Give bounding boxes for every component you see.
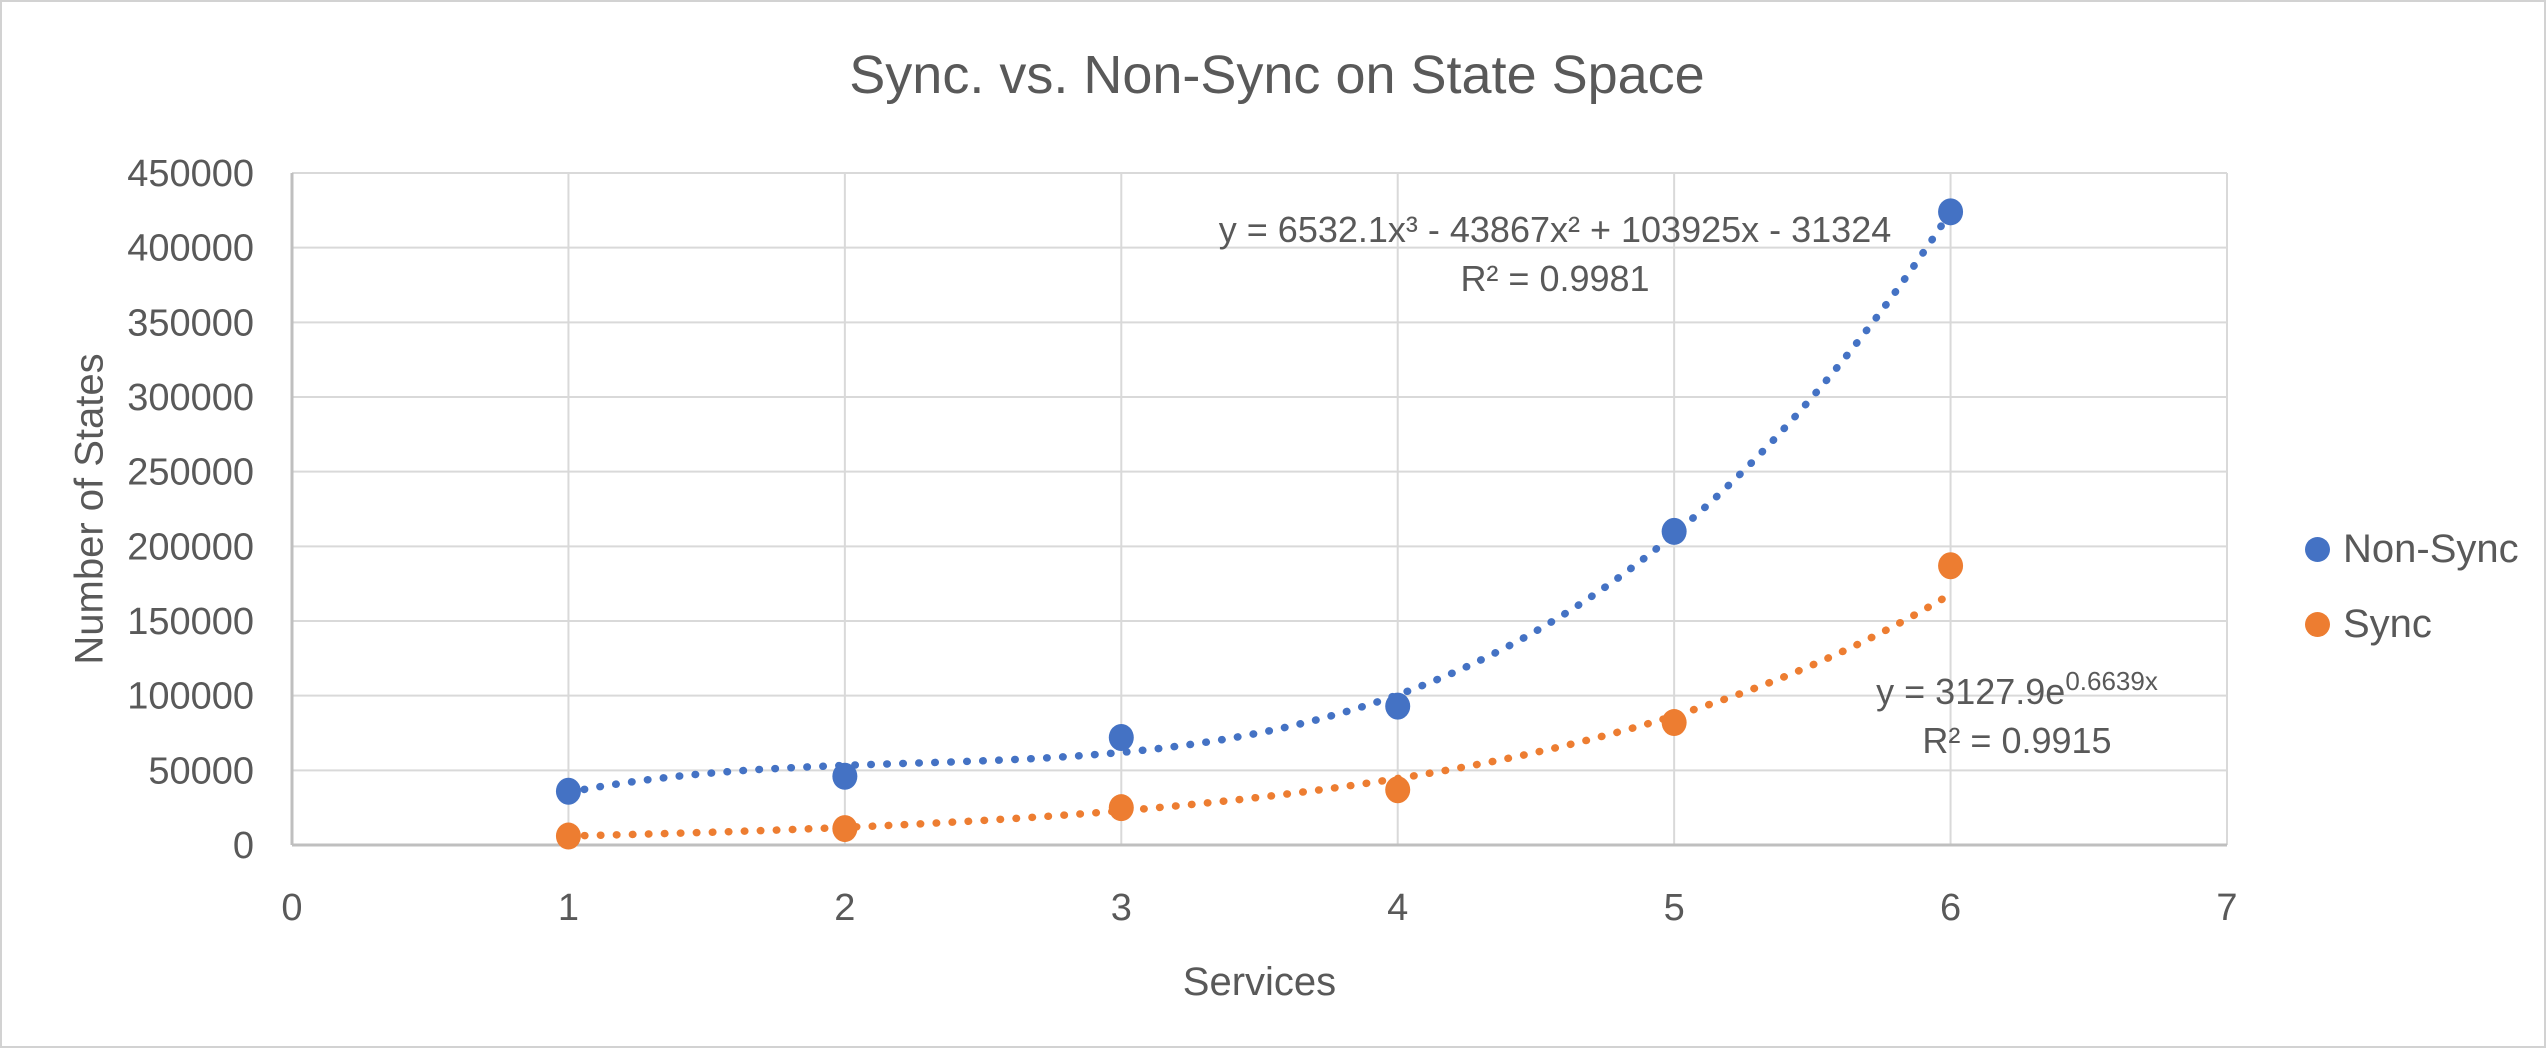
y-tick-label: 350000 (127, 302, 254, 344)
data-point-sync (1108, 794, 1134, 822)
equation-exponent: 0.6639x (2065, 666, 2158, 696)
x-tick-label: 4 (1387, 887, 1408, 929)
y-tick-label: 450000 (127, 153, 254, 195)
r-squared-line: R² = 0.9981 (1460, 258, 1650, 299)
equation-line: y = 3127.9e0.6639x (1876, 667, 2158, 716)
x-tick-label: 5 (1664, 887, 1685, 929)
data-point-non-sync (1385, 692, 1411, 720)
y-tick-label: 100000 (127, 676, 254, 718)
data-point-sync (1385, 776, 1411, 804)
y-axis-title: Number of States (67, 353, 112, 665)
legend-label-nonsync: Non-Sync (2343, 526, 2519, 571)
x-tick-label: 2 (834, 887, 855, 929)
x-tick-label: 1 (558, 887, 579, 929)
data-point-sync (1661, 709, 1687, 737)
legend-item-nonsync: Non-Sync (2305, 526, 2519, 571)
legend-marker-nonsync-icon (2305, 536, 2330, 562)
trendline-equation-sync: y = 3127.9e0.6639x R² = 0.9915 (1876, 667, 2158, 765)
x-tick-label: 3 (1111, 887, 1132, 929)
equation-base: y = 3127.9e (1876, 671, 2066, 712)
data-point-sync (555, 822, 581, 850)
y-tick-label: 400000 (127, 228, 254, 270)
x-tick-label: 6 (1940, 887, 1961, 929)
data-point-non-sync (1938, 198, 1964, 226)
trendline-equation-nonsync: y = 6532.1x³ - 43867x² + 103925x - 31324… (1219, 205, 1891, 303)
x-tick-label: 0 (281, 887, 302, 929)
legend-marker-sync-icon (2305, 611, 2330, 637)
data-point-non-sync (1661, 517, 1687, 545)
y-tick-label: 50000 (148, 750, 254, 792)
y-tick-label: 0 (233, 825, 254, 867)
y-tick-label: 200000 (127, 526, 254, 568)
data-point-non-sync (832, 762, 858, 790)
data-point-sync (1938, 552, 1964, 580)
data-point-sync (832, 815, 858, 843)
r-squared-line: R² = 0.9915 (1922, 720, 2112, 761)
legend: Non-Sync Sync (2305, 526, 2519, 646)
equation-line: y = 6532.1x³ - 43867x² + 103925x - 31324 (1218, 209, 1892, 250)
data-point-non-sync (555, 777, 581, 805)
y-tick-label: 300000 (127, 377, 254, 419)
x-tick-label: 7 (2216, 887, 2237, 929)
data-point-non-sync (1108, 723, 1134, 751)
x-axis-title: Services (1182, 960, 1337, 1004)
y-tick-label: 150000 (127, 601, 254, 643)
legend-label-sync: Sync (2343, 601, 2432, 646)
trendline-sync (564, 590, 1955, 840)
chart-title: Sync. vs. Non-Sync on State Space (849, 45, 1705, 105)
y-tick-label: 250000 (127, 452, 254, 494)
legend-item-sync: Sync (2305, 601, 2519, 646)
